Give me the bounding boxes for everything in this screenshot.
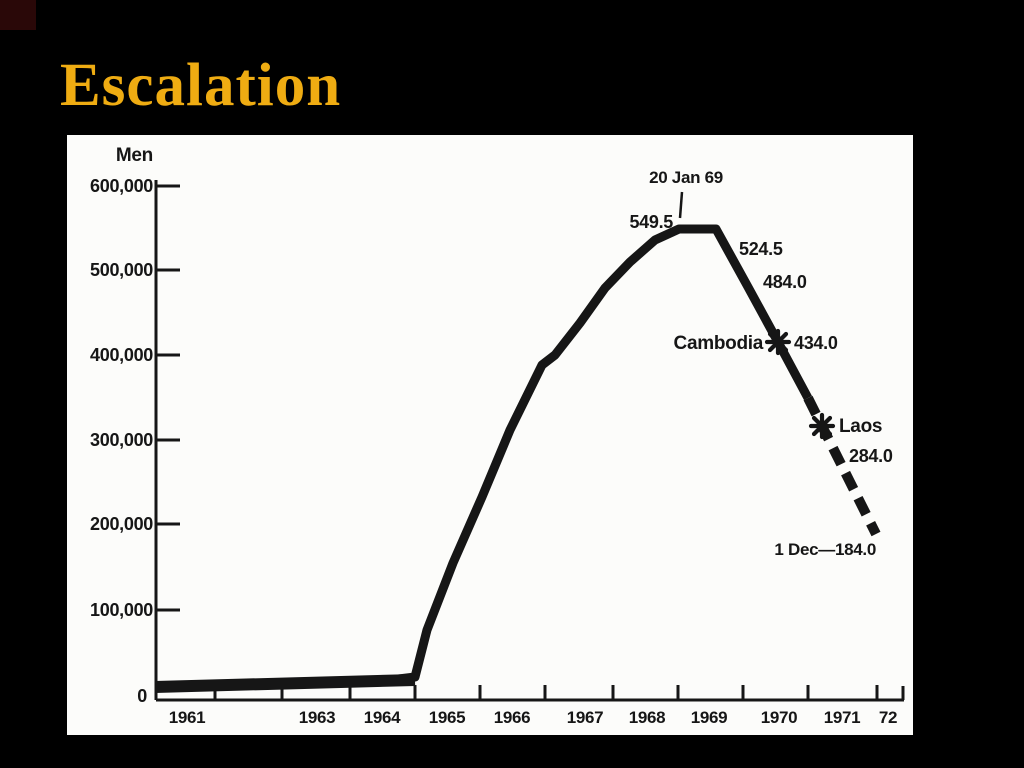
peak-date-label: 20 Jan 69: [649, 168, 723, 187]
x-tick-label: 1968: [629, 708, 666, 727]
x-tick-label: 1970: [761, 708, 798, 727]
laos-value-label: 284.0: [849, 446, 893, 466]
post-peak-value-2-label: 484.0: [763, 272, 807, 292]
y-axis-title: Men: [116, 145, 153, 166]
y-tick-label: 200,000: [90, 514, 153, 534]
post-peak-value-1-label: 524.5: [739, 239, 783, 259]
x-tick-label: 1964: [364, 708, 401, 727]
peak-pointer-line: [678, 191, 684, 219]
x-tick-label: 1966: [494, 708, 531, 727]
laos-marker-icon: [811, 415, 833, 437]
troop-line-dashed: [803, 395, 881, 537]
y-tick-label: 400,000: [90, 345, 153, 365]
cambodia-value-label: 434.0: [794, 333, 838, 353]
peak-value-label: 549.5: [629, 212, 673, 232]
x-tick-label: 1963: [299, 708, 336, 727]
page-title: Escalation: [60, 52, 342, 119]
x-tick-label: 1969: [691, 708, 728, 727]
y-tick-label: 0: [137, 686, 147, 706]
x-tick-label: 1967: [567, 708, 604, 727]
x-tick-label: 1965: [429, 708, 466, 727]
y-tick-label: 600,000: [90, 176, 153, 196]
troop-line: [154, 224, 812, 691]
x-tick-label: 72: [879, 708, 897, 727]
y-axis-ticks: [156, 184, 180, 612]
cambodia-marker-icon: [767, 331, 789, 353]
y-tick-label: 300,000: [90, 430, 153, 450]
laos-label: Laos: [839, 416, 882, 437]
troop-level-chart: Men 600,000 500,000 400,000 300,000 200,…: [90, 145, 905, 727]
end-point-label: 1 Dec—184.0: [774, 540, 876, 559]
cambodia-label: Cambodia: [674, 333, 764, 354]
x-tick-label: 1961: [169, 708, 206, 727]
x-tick-label: 1971: [824, 708, 861, 727]
troop-line-early-flat: [154, 674, 416, 693]
slide-corner-mark: [0, 0, 36, 30]
chart-panel: Men 600,000 500,000 400,000 300,000 200,…: [67, 135, 913, 735]
x-axis-ticks: [213, 685, 905, 700]
y-tick-label: 100,000: [90, 600, 153, 620]
y-tick-label: 500,000: [90, 260, 153, 280]
